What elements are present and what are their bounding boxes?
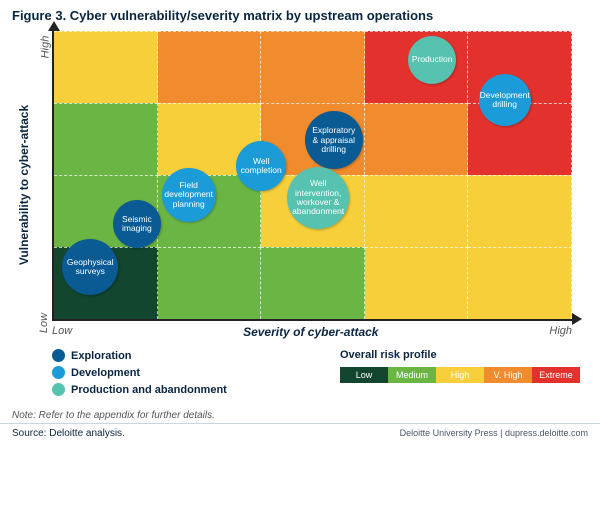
risk-cell (365, 103, 469, 175)
legend-item: Exploration (52, 349, 227, 362)
chart-area: Vulnerability to cyber-attack High Low G… (52, 31, 578, 339)
x-axis-high: High (549, 325, 572, 339)
legend-label: Exploration (71, 350, 132, 362)
x-axis-row: Low Severity of cyber-attack High (52, 325, 572, 339)
legend-item: Development (52, 366, 227, 379)
bubble-field-development-planning: Field development planning (162, 168, 216, 222)
risk-cell (468, 247, 572, 319)
category-legend: Exploration Development Production and aba… (52, 349, 227, 396)
risk-cell (54, 31, 158, 103)
legend-row: Exploration Development Production and aba… (52, 349, 580, 396)
bubble-production: Production (408, 36, 456, 84)
risk-legend-boxes: LowMediumHighV. HighExtreme (340, 367, 580, 383)
risk-cell (365, 247, 469, 319)
bubble-geophysical-surveys: Geophysical surveys (62, 239, 118, 295)
risk-legend: Overall risk profile LowMediumHighV. Hig… (340, 349, 580, 396)
figure-title: Figure 3. Cyber vulnerability/severity m… (12, 8, 588, 23)
risk-level-box: Medium (388, 367, 436, 383)
bubble-well-intervention-workover-abandonment: Well intervention, workover & abandonmen… (287, 167, 349, 229)
risk-level-box: Extreme (532, 367, 580, 383)
legend-item: Production and abandonment (52, 383, 227, 396)
bubble-exploratory-appraisal-drilling: Exploratory & appraisal drilling (305, 111, 363, 169)
figure-footer: Source: Deloitte analysis. Deloitte Univ… (0, 423, 600, 443)
risk-cell (261, 31, 365, 103)
y-axis-low: Low (38, 313, 50, 333)
legend-label: Development (71, 367, 140, 379)
risk-level-box: V. High (484, 367, 532, 383)
y-axis-label: Vulnerability to cyber-attack (17, 105, 31, 265)
source-text: Source: Deloitte analysis. (12, 428, 125, 439)
bubble-development-drilling: Development drilling (479, 74, 531, 126)
legend-label: Production and abandonment (71, 384, 227, 396)
legend-dot-icon (52, 366, 65, 379)
legend-dot-icon (52, 383, 65, 396)
figure-container: Figure 3. Cyber vulnerability/severity m… (0, 0, 600, 404)
figure-note: Note: Refer to the appendix for further … (12, 410, 588, 421)
risk-cell (158, 247, 262, 319)
bubble-seismic-imaging: Seismic imaging (113, 200, 161, 248)
risk-level-box: High (436, 367, 484, 383)
footer-credit: Deloitte University Press | dupress.delo… (400, 428, 588, 439)
risk-cell (54, 103, 158, 175)
y-axis-arrow-icon (48, 21, 60, 31)
risk-cell (261, 247, 365, 319)
risk-cell (158, 31, 262, 103)
risk-cell (468, 175, 572, 247)
legend-dot-icon (52, 349, 65, 362)
risk-cell (365, 175, 469, 247)
y-axis-high: High (39, 36, 51, 59)
x-axis-low: Low (52, 325, 72, 339)
x-axis-arrow-icon (572, 313, 582, 325)
risk-legend-title: Overall risk profile (340, 349, 437, 361)
risk-level-box: Low (340, 367, 388, 383)
plot-area: Geophysical surveysSeismic imagingField … (52, 31, 572, 321)
x-axis-label: Severity of cyber-attack (243, 325, 378, 339)
